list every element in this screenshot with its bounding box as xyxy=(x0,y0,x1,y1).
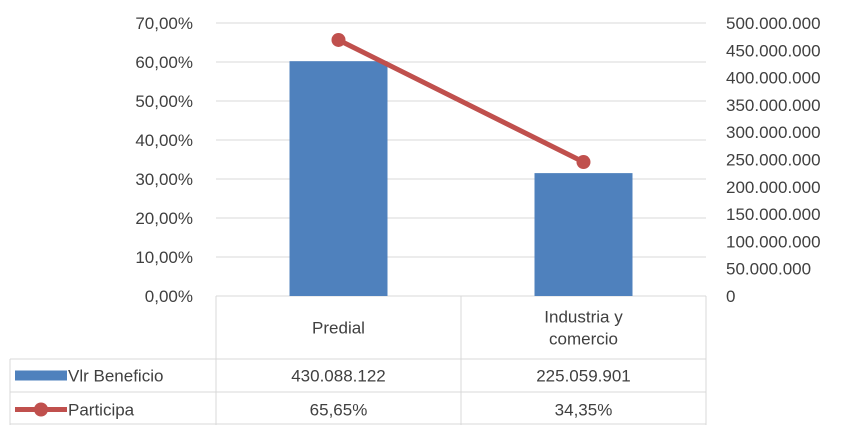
data-table-value: 34,35% xyxy=(555,401,613,420)
line-series xyxy=(331,32,591,170)
right-axis-tick-label: 300.000.000 xyxy=(726,123,821,142)
right-axis-tick-label: 50.000.000 xyxy=(726,260,811,279)
participa-point-1 xyxy=(576,155,591,170)
legend-key-bar xyxy=(15,370,67,381)
right-axis-tick-label: 450.000.000 xyxy=(726,41,821,60)
right-axis-tick-label: 400.000.000 xyxy=(726,69,821,88)
left-axis-tick-label: 40,00% xyxy=(135,131,193,150)
left-axis-tick-label: 60,00% xyxy=(135,53,193,72)
right-axis-tick-label: 250.000.000 xyxy=(726,151,821,170)
right-axis-tick-label: 100.000.000 xyxy=(726,232,821,251)
left-axis-tick-label: 30,00% xyxy=(135,170,193,189)
data-table-value: 65,65% xyxy=(310,401,368,420)
right-axis-tick-label: 350.000.000 xyxy=(726,96,821,115)
left-axis-tick-label: 10,00% xyxy=(135,248,193,267)
participa-line xyxy=(336,37,586,165)
bar-0 xyxy=(289,61,388,296)
participa-point-0 xyxy=(331,32,346,47)
right-axis-tick-label: 200.000.000 xyxy=(726,178,821,197)
left-axis-tick-label: 0,00% xyxy=(145,287,193,306)
category-label: comercio xyxy=(549,330,618,349)
left-axis-tick-label: 50,00% xyxy=(135,92,193,111)
data-table-value: 430.088.122 xyxy=(291,367,386,386)
legend-label: Vlr Beneficio xyxy=(68,367,163,386)
category-label: Industria y xyxy=(544,308,623,327)
data-table: Predial Industria y comercio Vlr Beneficio 4… xyxy=(9,296,707,425)
data-table-value: 225.059.901 xyxy=(536,367,631,386)
legend-label: Participa xyxy=(68,401,135,420)
left-axis-tick-label: 70,00% xyxy=(135,14,193,33)
bar-1 xyxy=(534,173,633,296)
legend-key-marker xyxy=(34,402,48,417)
right-axis: 0 50.000.000 100.000.000 150.000.000 200.000… xyxy=(726,14,821,306)
right-axis-tick-label: 150.000.000 xyxy=(726,205,821,224)
left-axis: 0,00% 10,00% 20,00% 30,00% 40,00% 50,00% 60,00… xyxy=(135,14,193,306)
right-axis-tick-label: 0 xyxy=(726,287,735,306)
right-axis-tick-label: 500.000.000 xyxy=(726,14,821,33)
category-label: Predial xyxy=(312,319,365,338)
left-axis-tick-label: 20,00% xyxy=(135,209,193,228)
bar-series xyxy=(289,61,633,296)
